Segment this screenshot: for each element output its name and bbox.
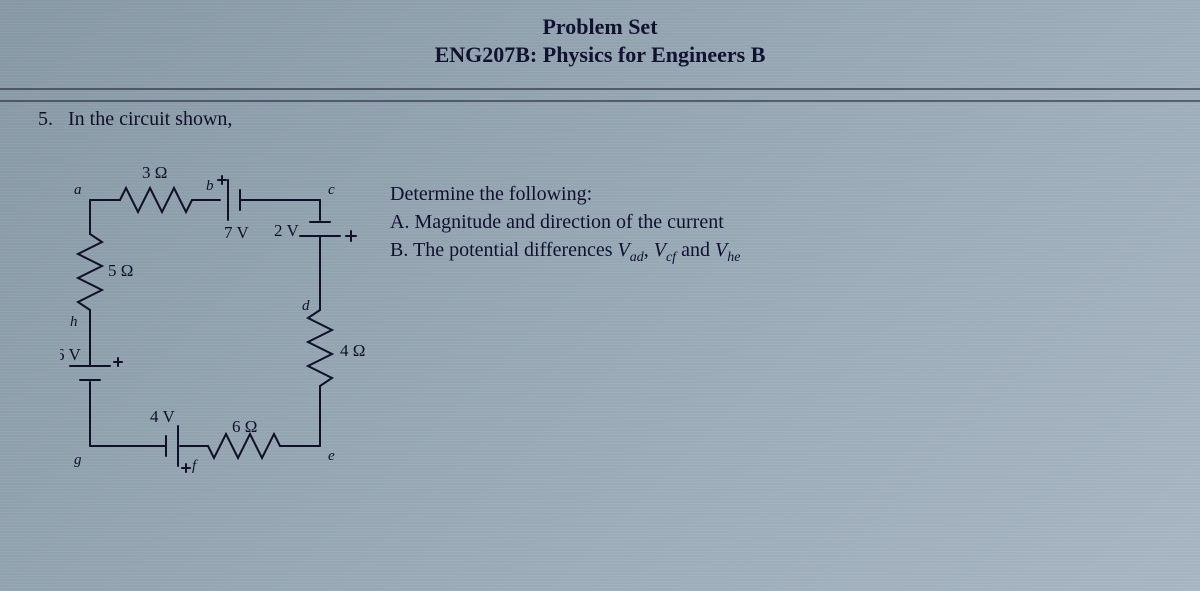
node-f-label: f — [192, 458, 198, 474]
sym-Vcf: Vcf — [654, 239, 676, 261]
title-course: ENG207B: Physics for Engineers B — [0, 40, 1200, 68]
circuit-svg: a b c d e f g h 3 Ω 7 V 2 V 4 Ω 6 Ω 4 V … — [60, 150, 380, 480]
label-V-gh: 6 V — [60, 345, 81, 364]
title-problem-set: Problem Set — [0, 14, 1200, 40]
problem-stem: 5. In the circuit shown, — [38, 108, 232, 131]
join-1: , — [644, 239, 654, 261]
node-g-label: g — [74, 452, 82, 468]
question-lead: Determine the following: — [390, 180, 740, 208]
page-header: Problem Set ENG207B: Physics for Enginee… — [0, 0, 1200, 68]
rule-top — [0, 88, 1200, 90]
sym-Vad: Vad — [618, 239, 644, 261]
node-b-label: b — [206, 178, 214, 194]
node-a-label: a — [74, 182, 82, 198]
problem-text: In the circuit shown, — [68, 108, 232, 130]
node-d-label: d — [302, 298, 310, 314]
node-c-label: c — [328, 182, 335, 198]
label-R-ha: 5 Ω — [108, 261, 133, 280]
sym-Vhe: Vhe — [715, 239, 740, 261]
question-block: Determine the following: A. Magnitude an… — [390, 180, 740, 268]
label-V-fg: 4 V — [150, 407, 175, 426]
rule-bottom — [0, 100, 1200, 102]
problem-number: 5. — [38, 108, 53, 130]
label-V-cd: 2 V — [274, 221, 299, 240]
circuit-diagram: a b c d e f g h 3 Ω 7 V 2 V 4 Ω 6 Ω 4 V … — [60, 150, 380, 480]
label-R-de: 4 Ω — [340, 341, 365, 360]
question-A: A. Magnitude and direction of the curren… — [390, 208, 740, 236]
label-R-ab: 3 Ω — [142, 163, 167, 182]
node-h-label: h — [70, 314, 78, 330]
label-R-ef: 6 Ω — [232, 417, 257, 436]
node-e-label: e — [328, 448, 335, 464]
join-2: and — [676, 239, 715, 261]
label-V-bc: 7 V — [224, 223, 249, 242]
question-B-prefix: B. The potential differences — [390, 239, 618, 261]
question-B: B. The potential differences Vad, Vcf an… — [390, 236, 740, 268]
